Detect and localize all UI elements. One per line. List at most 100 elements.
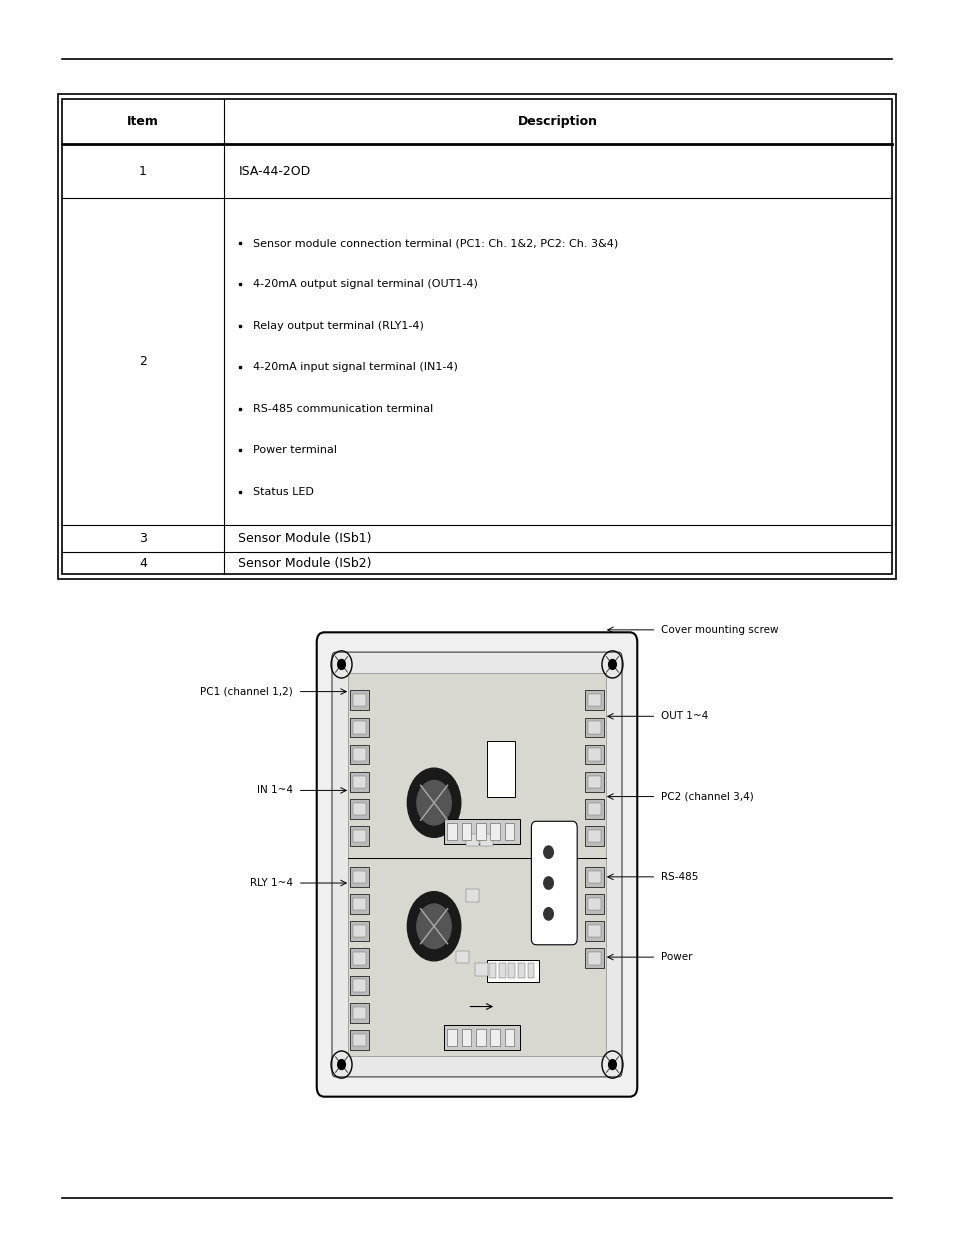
Text: Status LED: Status LED [253, 487, 314, 496]
Bar [350, 799, 369, 819]
Circle shape [337, 1060, 345, 1070]
Bar [508, 963, 515, 978]
Bar [587, 748, 600, 761]
Text: RLY 1~4: RLY 1~4 [250, 878, 293, 888]
Circle shape [416, 781, 451, 825]
Bar [504, 823, 514, 840]
Bar [353, 694, 366, 706]
Bar [353, 952, 366, 965]
Text: 2: 2 [139, 354, 147, 368]
Bar [584, 826, 603, 846]
Bar [353, 925, 366, 937]
Bar [353, 871, 366, 883]
Bar [498, 963, 505, 978]
Text: Sensor Module (ISb1): Sensor Module (ISb1) [238, 532, 372, 545]
Bar [350, 867, 369, 887]
Bar [353, 748, 366, 761]
Bar [353, 1034, 366, 1046]
Bar [527, 963, 534, 978]
Bar [490, 1029, 499, 1046]
Bar [461, 823, 471, 840]
Text: ISA-44-2OD: ISA-44-2OD [238, 164, 311, 178]
Bar [353, 830, 366, 842]
Bar [465, 889, 478, 902]
Bar [517, 963, 524, 978]
Circle shape [337, 659, 345, 669]
Bar [350, 948, 369, 968]
Bar [587, 830, 600, 842]
Bar [447, 823, 456, 840]
Text: Item: Item [127, 115, 159, 128]
Bar [584, 867, 603, 887]
Bar [476, 1029, 485, 1046]
Circle shape [608, 1060, 616, 1070]
Bar [350, 894, 369, 914]
Bar [587, 898, 600, 910]
Bar [461, 1029, 471, 1046]
Circle shape [543, 908, 553, 920]
Bar [353, 1007, 366, 1019]
Text: 3: 3 [139, 532, 147, 545]
Circle shape [407, 768, 460, 837]
Circle shape [543, 846, 553, 858]
Bar [490, 823, 499, 840]
FancyBboxPatch shape [316, 632, 637, 1097]
Bar [353, 721, 366, 734]
Bar [350, 1030, 369, 1050]
Bar [350, 1003, 369, 1023]
Bar [584, 799, 603, 819]
Bar [584, 718, 603, 737]
Bar [584, 772, 603, 792]
Text: Power: Power [660, 952, 692, 962]
Bar [350, 826, 369, 846]
Bar [584, 921, 603, 941]
Text: Description: Description [517, 115, 598, 128]
Text: PC1 (channel 1,2): PC1 (channel 1,2) [200, 687, 293, 697]
Bar [350, 772, 369, 792]
Bar [62, 99, 891, 574]
Bar [443, 819, 519, 844]
Bar [350, 921, 369, 941]
Bar [504, 1029, 514, 1046]
Bar [348, 673, 605, 1056]
Bar [584, 690, 603, 710]
Text: OUT 1~4: OUT 1~4 [660, 711, 708, 721]
Bar [486, 960, 538, 982]
Text: RS-485: RS-485 [660, 872, 698, 882]
Bar [584, 894, 603, 914]
Circle shape [416, 904, 451, 948]
Bar [587, 925, 600, 937]
Bar [475, 963, 488, 976]
Text: Sensor module connection terminal (PC1: Ch. 1&2, PC2: Ch. 3&4): Sensor module connection terminal (PC1: … [253, 238, 618, 248]
Bar [587, 776, 600, 788]
Bar [584, 948, 603, 968]
Text: IN 1~4: IN 1~4 [256, 785, 293, 795]
Text: Power terminal: Power terminal [253, 446, 336, 456]
FancyBboxPatch shape [531, 821, 577, 945]
Bar [443, 1025, 519, 1050]
Bar [353, 898, 366, 910]
Text: 4-20mA input signal terminal (IN1-4): 4-20mA input signal terminal (IN1-4) [253, 362, 457, 373]
Bar [350, 976, 369, 995]
Bar [587, 721, 600, 734]
Bar [584, 745, 603, 764]
Circle shape [543, 877, 553, 889]
Circle shape [608, 659, 616, 669]
Bar [353, 776, 366, 788]
Bar [587, 952, 600, 965]
Bar [489, 963, 496, 978]
Text: 4: 4 [139, 557, 147, 569]
Bar [476, 823, 485, 840]
Bar [353, 979, 366, 992]
Circle shape [407, 892, 460, 961]
Bar [350, 690, 369, 710]
Bar [353, 803, 366, 815]
Text: 4-20mA output signal terminal (OUT1-4): 4-20mA output signal terminal (OUT1-4) [253, 279, 477, 289]
Bar [587, 694, 600, 706]
Bar [58, 94, 895, 579]
Bar [350, 718, 369, 737]
Bar [479, 834, 493, 846]
Text: Sensor Module (ISb2): Sensor Module (ISb2) [238, 557, 372, 569]
Bar [486, 741, 515, 797]
Text: Cover mounting screw: Cover mounting screw [660, 625, 778, 635]
